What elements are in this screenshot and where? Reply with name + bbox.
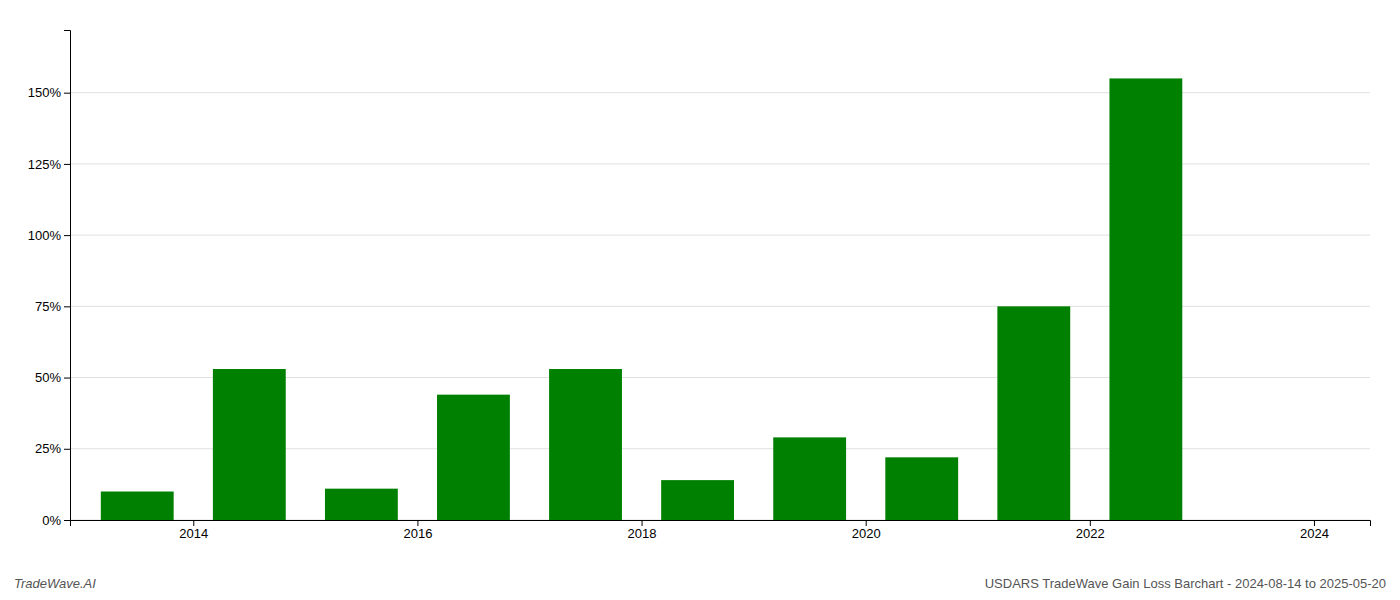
y-axis: 0% 25% 50% 75% 100% 125% 150% xyxy=(28,31,71,528)
bar xyxy=(437,395,510,520)
y-tick-mark xyxy=(64,164,70,165)
bar xyxy=(101,492,174,520)
x-tick-mark xyxy=(1090,520,1091,526)
x-tick: 2014 xyxy=(179,520,208,541)
y-tick-label: 100% xyxy=(28,228,62,243)
y-tick-mark xyxy=(64,235,70,236)
y-tick-label: 0% xyxy=(42,513,61,528)
x-tick-label: 2014 xyxy=(179,526,208,541)
y-tick: 25% xyxy=(35,441,70,456)
y-tick: 150% xyxy=(28,85,70,100)
y-tick-mark xyxy=(64,93,70,94)
bar xyxy=(773,437,846,520)
y-tick-mark xyxy=(64,520,70,521)
bar xyxy=(1109,78,1182,520)
x-tick-mark xyxy=(193,520,194,526)
y-tick-mark xyxy=(64,306,70,307)
bar xyxy=(549,369,622,520)
x-tick: 2020 xyxy=(852,520,881,541)
y-tick-label: 25% xyxy=(35,441,61,456)
bar xyxy=(661,480,734,520)
y-tick: 100% xyxy=(28,228,70,243)
x-tick-label: 2020 xyxy=(852,526,881,541)
y-tick-label: 50% xyxy=(35,370,61,385)
y-tick-mark xyxy=(64,378,70,379)
x-tick-mark xyxy=(1314,520,1315,526)
bar xyxy=(213,369,286,520)
x-tick: 2024 xyxy=(1300,520,1329,541)
y-tick: 0% xyxy=(42,513,70,528)
x-tick-mark xyxy=(642,520,643,526)
y-tick-mark xyxy=(64,449,70,450)
x-tick-label: 2018 xyxy=(628,526,657,541)
x-tick-mark xyxy=(417,520,418,526)
y-tick: 50% xyxy=(35,370,70,385)
y-axis-line xyxy=(64,31,71,521)
bars xyxy=(101,78,1182,520)
x-axis: 2014 2016 2018 2020 2022 2024 xyxy=(71,520,1371,541)
bar xyxy=(1222,520,1295,521)
chart: 2014 2016 2018 2020 2022 2024 0% 25% 50% 75% 100% 1… xyxy=(0,0,1400,600)
y-tick-label: 75% xyxy=(35,299,61,314)
x-tick-label: 2016 xyxy=(403,526,432,541)
y-tick-label: 150% xyxy=(28,85,62,100)
x-tick-label: 2022 xyxy=(1076,526,1105,541)
y-tick: 75% xyxy=(35,299,70,314)
bar xyxy=(997,306,1070,520)
y-tick: 125% xyxy=(28,157,70,172)
x-tick-label: 2024 xyxy=(1300,526,1329,541)
x-tick-mark xyxy=(866,520,867,526)
y-tick-label: 125% xyxy=(28,157,62,172)
x-axis-line xyxy=(71,521,1371,527)
x-tick: 2018 xyxy=(628,520,657,541)
bar xyxy=(885,457,958,520)
x-tick: 2016 xyxy=(403,520,432,541)
x-tick: 2022 xyxy=(1076,520,1105,541)
footer-left: TradeWave.AI xyxy=(14,576,96,591)
footer-right: USDARS TradeWave Gain Loss Barchart - 20… xyxy=(985,576,1386,591)
bar xyxy=(325,489,398,520)
